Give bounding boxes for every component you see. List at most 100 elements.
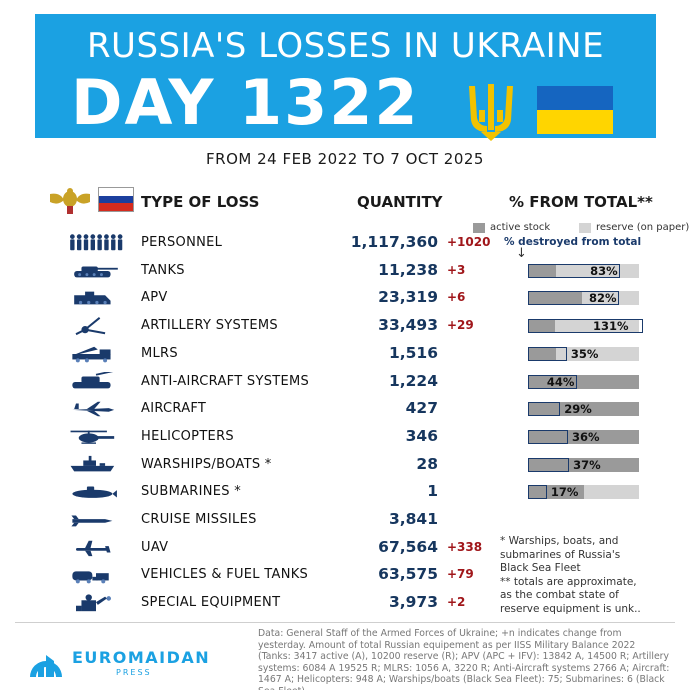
date-range: FROM 24 FEB 2022 TO 7 OCT 2025: [206, 150, 484, 168]
row-daily-change: +79: [447, 567, 474, 582]
percent-label: 35%: [570, 346, 599, 361]
table-row: APV 23,319 +6 82%: [0, 284, 690, 312]
anti-aircraft-icon: [72, 371, 114, 388]
active-stock-fill: [528, 374, 639, 389]
cruise-missile-icon: [71, 515, 113, 527]
table-row: UAV 67,564 +338: [0, 534, 690, 562]
row-quantity: 23,319: [378, 288, 438, 307]
loss-percent-bar: 83%: [528, 263, 639, 278]
row-daily-change: +1020: [447, 235, 491, 249]
row-daily-change: +2: [447, 595, 466, 610]
row-quantity: 427: [405, 399, 438, 418]
apv-icon: [74, 292, 111, 305]
soldiers-icon: [70, 234, 123, 251]
row-quantity: 1,117,360: [350, 233, 438, 251]
destroyed-share-outline: [528, 319, 644, 334]
fuel-truck-icon: [72, 571, 109, 584]
percent-label: 44%: [546, 374, 575, 389]
row-quantity: 3,841: [388, 510, 438, 528]
destroyed-share-outline: [528, 263, 621, 278]
footer-divider: [15, 622, 675, 623]
active-stock-fill: [528, 263, 556, 278]
row-quantity: 63,575: [378, 565, 438, 584]
percent-label: 83%: [590, 263, 618, 278]
down-arrow-icon: ↓: [516, 246, 527, 261]
legend-reserve-swatch: [579, 222, 591, 233]
row-daily-change: +29: [447, 318, 474, 333]
table-row: CRUISE MISSILES 3,841: [0, 506, 690, 534]
table-row: ANTI-AIRCRAFT SYSTEMS 1,224 44%: [0, 368, 690, 396]
row-quantity: 3,973: [388, 593, 438, 612]
percent-label: 131%: [593, 319, 629, 334]
legend-active: active stock: [473, 222, 550, 233]
row-quantity: 33,493: [378, 316, 438, 335]
active-stock-fill: [528, 457, 639, 472]
mlrs-icon: [72, 346, 111, 363]
legend-active-label: active stock: [490, 222, 551, 233]
column-type-header: TYPE OF LOSS: [141, 193, 260, 211]
footnotes: * Warships, boats, and submarines of Rus…: [500, 535, 650, 616]
destroyed-share-outline: [528, 485, 547, 500]
row-label: APV: [141, 290, 168, 306]
loss-percent-bar: 36%: [528, 429, 639, 444]
table-row: ARTILLERY SYSTEMS 33,493 +29 131%: [0, 312, 690, 340]
brand-name: EUROMAIDAN: [72, 648, 211, 667]
active-stock-fill: [528, 346, 556, 361]
active-stock-fill: [528, 429, 639, 444]
table-row: WARSHIPS/BOATS * 28 37%: [0, 451, 690, 479]
active-stock-fill: [528, 319, 555, 334]
row-label: AIRCRAFT: [141, 401, 207, 417]
row-label: UAV: [141, 539, 169, 555]
percent-label: 36%: [571, 429, 600, 444]
table-row: HELICOPTERS 346 36%: [0, 423, 690, 451]
destroyed-share-outline: [528, 346, 567, 361]
russia-flag-icon: [98, 187, 134, 212]
row-label: TANKS: [141, 262, 185, 278]
active-stock-fill: [528, 402, 639, 417]
destroyed-share-outline: [528, 291, 620, 306]
row-label: PERSONNEL: [141, 235, 223, 250]
row-quantity: 67,564: [378, 537, 438, 556]
row-quantity: 346: [405, 426, 438, 445]
euromaidan-logo-icon: [30, 655, 62, 677]
special-equipment-icon: [76, 594, 111, 612]
row-daily-change: +338: [447, 539, 483, 554]
loss-percent-bar: 35%: [528, 346, 639, 361]
header-banner: RUSSIA'S LOSSES IN UKRAINE DAY 1322: [35, 14, 656, 141]
row-label: ANTI-AIRCRAFT SYSTEMS: [141, 373, 310, 389]
table-row: TANKS 11,238 +3 83%: [0, 257, 690, 285]
loss-percent-bar: 37%: [528, 457, 639, 472]
row-label: MLRS: [141, 345, 178, 361]
active-stock-fill: [528, 485, 584, 500]
percent-label: 37%: [573, 457, 601, 472]
data-source-note: Data: General Staff of the Armed Forces …: [258, 628, 670, 690]
table-row: PERSONNEL 1,117,360 +1020: [0, 229, 690, 257]
row-label: CRUISE MISSILES: [141, 512, 257, 527]
aircraft-icon: [72, 401, 115, 417]
table-row: MLRS 1,516 35%: [0, 340, 690, 368]
table-row: AIRCRAFT 427 29%: [0, 395, 690, 423]
table-row: SUBMARINES * 1 17%: [0, 478, 690, 506]
page-title: RUSSIA'S LOSSES IN UKRAINE: [86, 26, 605, 66]
row-label: HELICOPTERS: [141, 428, 234, 444]
row-quantity: 1: [427, 482, 438, 501]
percent-label: 17%: [550, 485, 579, 500]
russian-emblem-icon: [50, 188, 90, 214]
table-row: VEHICLES & FUEL TANKS 63,575 +79: [0, 561, 690, 589]
table-row: SPECIAL EQUIPMENT 3,973 +2: [0, 589, 690, 617]
destroyed-share-outline: [528, 402, 561, 417]
tank-icon: [74, 266, 118, 278]
uav-icon: [76, 540, 111, 556]
destroyed-share-outline: [528, 429, 568, 444]
row-daily-change: +6: [447, 290, 466, 305]
warship-icon: [70, 455, 115, 471]
loss-percent-bar: 131%: [528, 319, 644, 334]
submarine-icon: [72, 486, 117, 499]
row-label: WARSHIPS/BOATS *: [141, 456, 272, 472]
row-label: ARTILLERY SYSTEMS: [141, 318, 278, 334]
day-counter: DAY 1322: [71, 66, 420, 139]
destroyed-share-outline: [528, 374, 577, 389]
column-percent-header: % FROM TOTAL**: [509, 193, 653, 211]
legend-reserve: reserve (on paper): [579, 222, 689, 233]
loss-percent-bar: 17%: [528, 485, 639, 500]
